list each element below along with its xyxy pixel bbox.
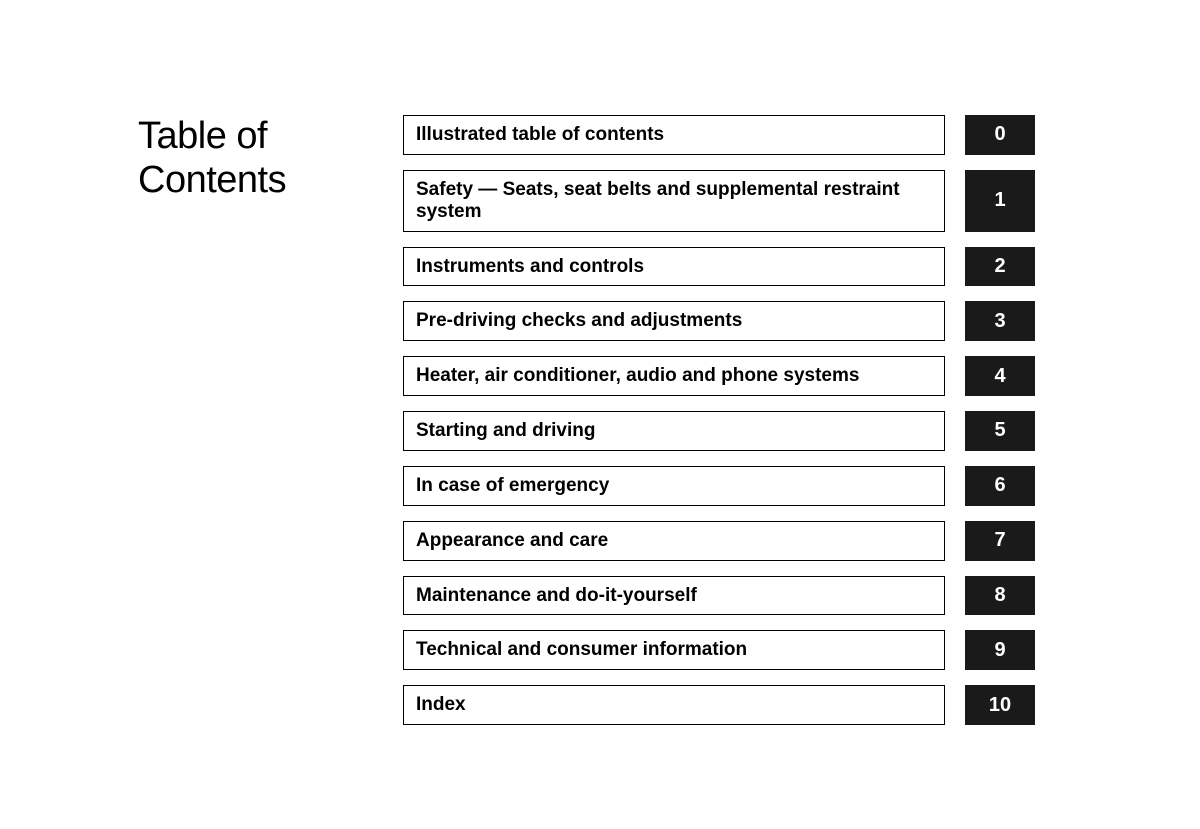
toc-entry-label: Safety — Seats, seat belts and supplemen…: [403, 170, 945, 232]
toc-list: Illustrated table of contents 0 Safety —…: [403, 115, 1035, 829]
toc-entry-label: In case of emergency: [403, 466, 945, 506]
toc-entry-label: Index: [403, 685, 945, 725]
toc-entry: Maintenance and do-it-yourself 8: [403, 576, 1035, 616]
title-line-2: Contents: [138, 159, 286, 201]
title-line-1: Table of: [138, 115, 267, 157]
page-title: Table of Contents: [138, 115, 403, 202]
toc-entry: Pre-driving checks and adjustments 3: [403, 301, 1035, 341]
toc-entry-label: Pre-driving checks and adjustments: [403, 301, 945, 341]
toc-entry: Starting and driving 5: [403, 411, 1035, 451]
toc-entry: Appearance and care 7: [403, 521, 1035, 561]
toc-entry-label: Heater, air conditioner, audio and phone…: [403, 356, 945, 396]
toc-entry-tab: 10: [965, 685, 1035, 725]
toc-entry: Technical and consumer information 9: [403, 630, 1035, 670]
toc-entry-tab: 0: [965, 115, 1035, 155]
toc-entry: Heater, air conditioner, audio and phone…: [403, 356, 1035, 396]
toc-entry-tab: 1: [965, 170, 1035, 232]
toc-entry-label: Technical and consumer information: [403, 630, 945, 670]
toc-entry-label: Maintenance and do-it-yourself: [403, 576, 945, 616]
toc-entry-label: Instruments and controls: [403, 247, 945, 287]
toc-entry-label: Illustrated table of contents: [403, 115, 945, 155]
toc-entry-tab: 7: [965, 521, 1035, 561]
toc-entry-tab: 6: [965, 466, 1035, 506]
toc-entry: Instruments and controls 2: [403, 247, 1035, 287]
toc-entry-tab: 8: [965, 576, 1035, 616]
title-column: Table of Contents: [138, 115, 403, 829]
toc-entry-tab: 3: [965, 301, 1035, 341]
toc-entry-tab: 5: [965, 411, 1035, 451]
toc-entry-label: Appearance and care: [403, 521, 945, 561]
toc-entry: In case of emergency 6: [403, 466, 1035, 506]
toc-entry: Illustrated table of contents 0: [403, 115, 1035, 155]
toc-entry-tab: 4: [965, 356, 1035, 396]
toc-entry-tab: 9: [965, 630, 1035, 670]
toc-entry: Safety — Seats, seat belts and supplemen…: [403, 170, 1035, 232]
toc-entry-tab: 2: [965, 247, 1035, 287]
toc-entry: Index 10: [403, 685, 1035, 725]
toc-entry-label: Starting and driving: [403, 411, 945, 451]
